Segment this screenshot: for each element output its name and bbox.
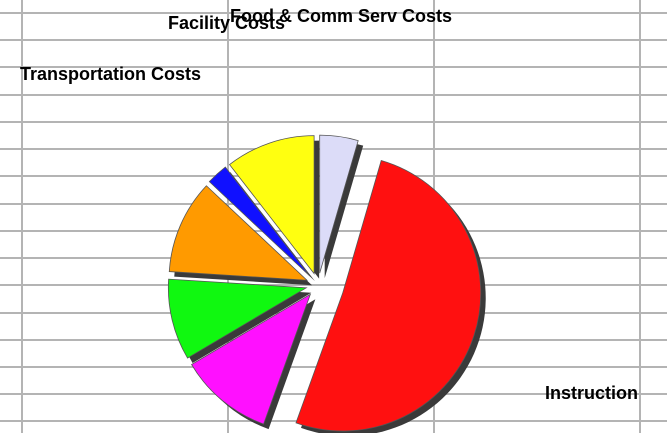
slice [319,134,359,274]
slice-label: Facility Costs [168,13,285,33]
slice [295,160,482,432]
slice [168,185,309,281]
slice [191,293,312,425]
slice-label: Instruction [545,383,638,403]
slice [228,135,315,275]
slice-label: Transportation Costs [20,64,201,84]
slice [208,166,311,277]
slice-label: Food & Comm Serv Costs [230,6,452,26]
slice [167,278,308,359]
